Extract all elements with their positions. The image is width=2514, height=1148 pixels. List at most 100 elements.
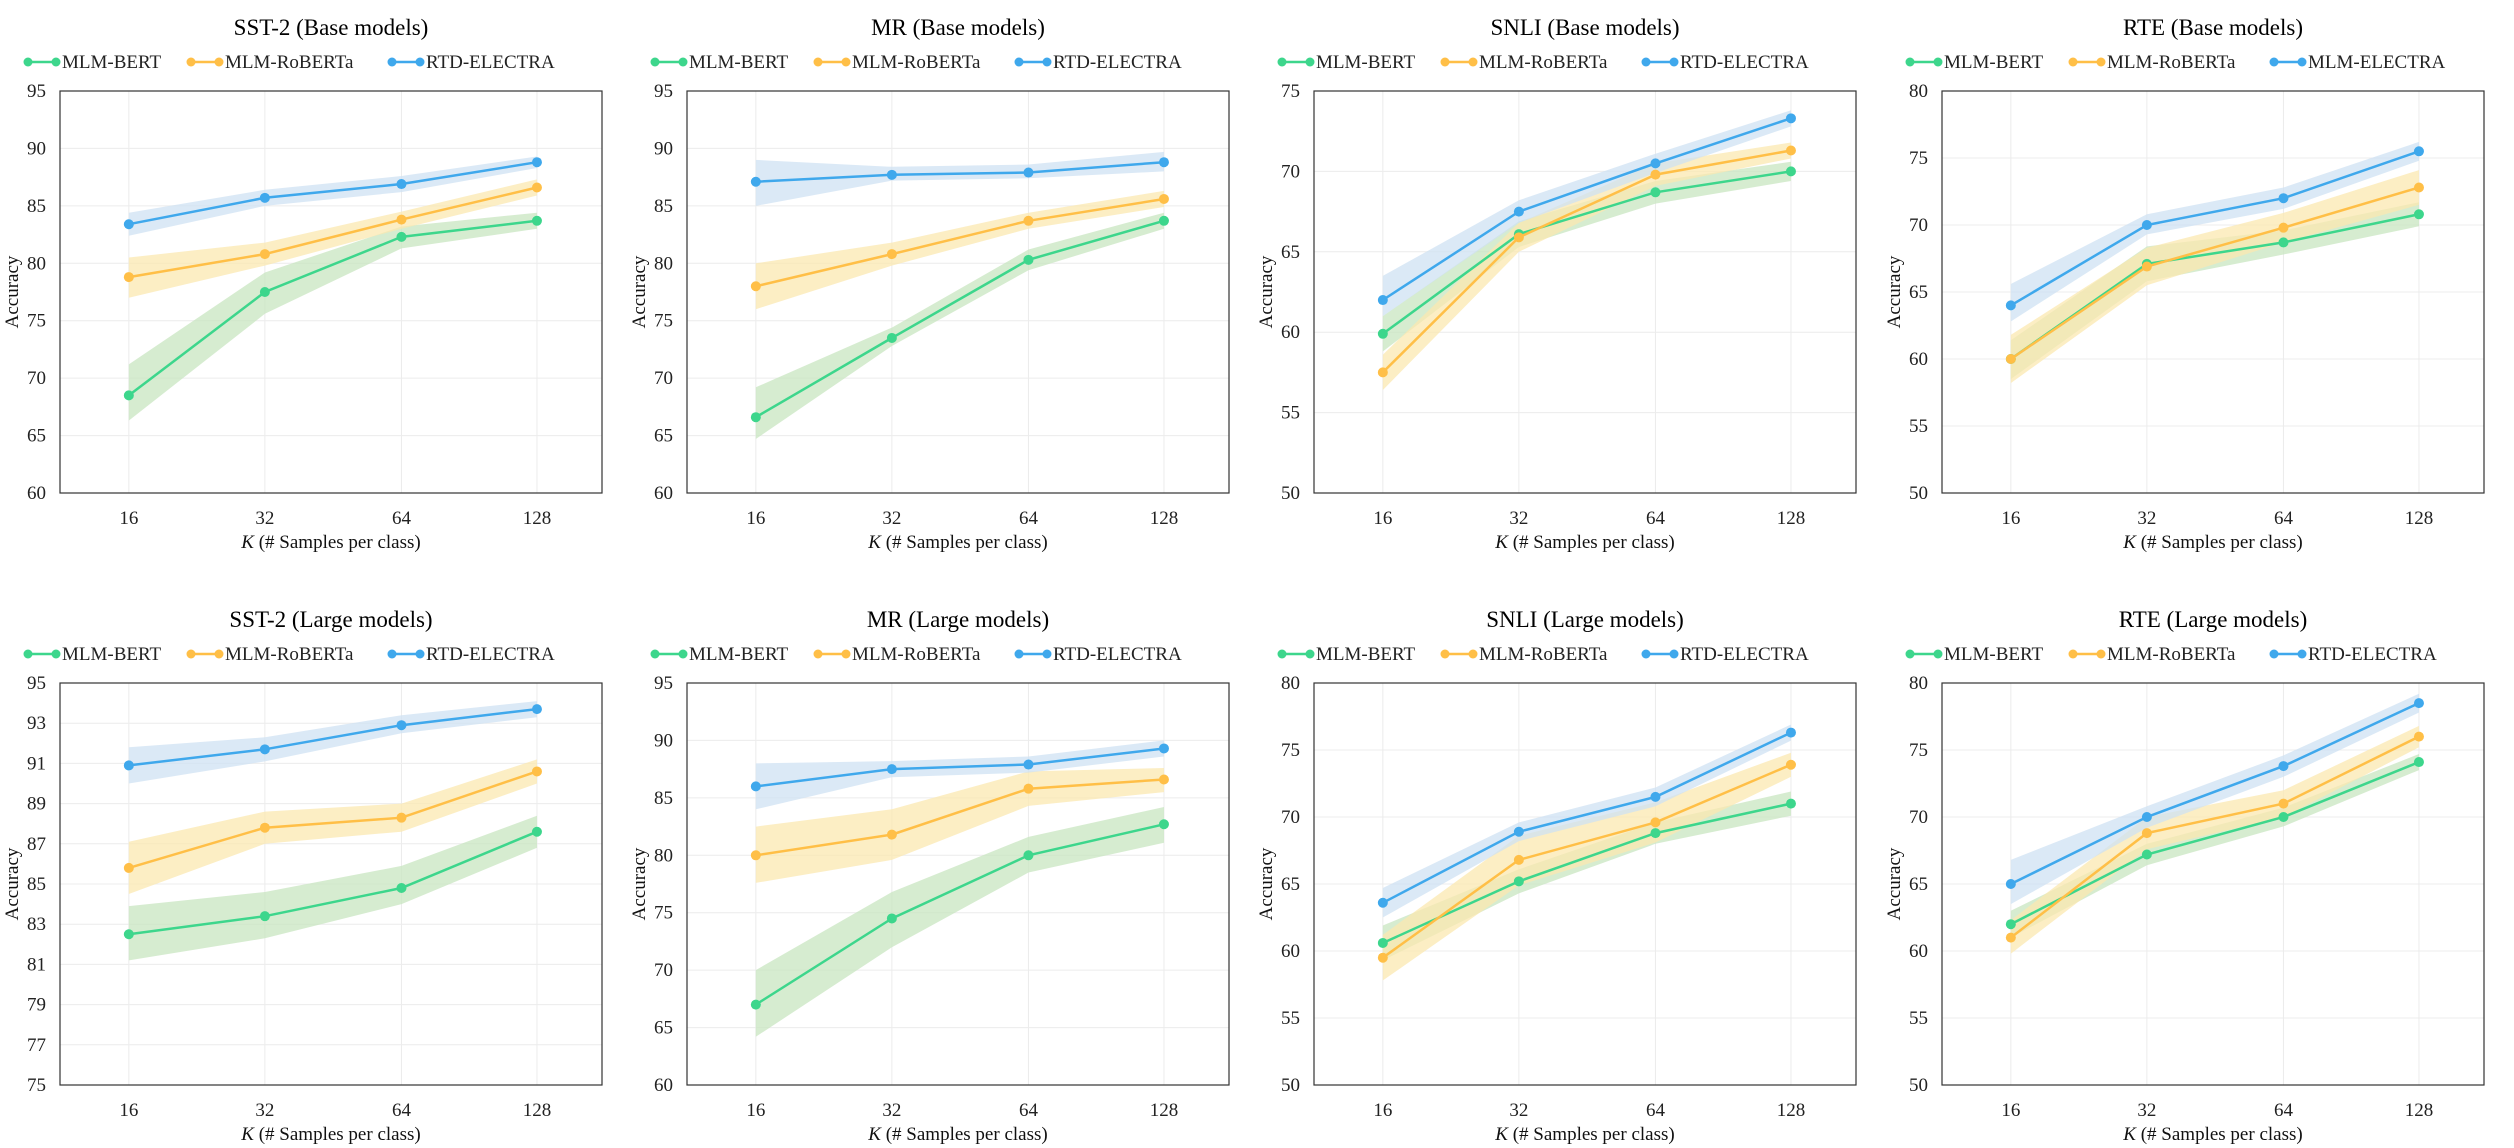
legend-marker [1641,57,1651,67]
x-tick-label: 16 [2001,1100,2020,1121]
data-point [2005,932,2016,943]
y-tick-label: 70 [1909,807,1928,828]
y-tick-label: 70 [654,368,673,389]
data-point [1377,937,1388,948]
x-axis-label: K (# Samples per class) [2122,532,2302,553]
band-mlm-bert [755,212,1164,439]
x-axis-label-var: K [1494,532,1509,553]
x-tick-label: 128 [1777,508,1806,529]
data-point [1158,774,1169,785]
y-tick-label: 75 [1909,148,1928,169]
plot-frame [686,682,1230,1086]
x-tick-label: 32 [882,1100,901,1121]
data-point [531,215,542,226]
x-tick-label: 128 [523,508,552,529]
x-tick-label: 128 [1150,1100,1179,1121]
data-point [123,390,134,401]
y-tick-label: 70 [1281,161,1300,182]
data-point [886,332,897,343]
y-tick-label: 65 [1281,242,1300,263]
chart-title: SNLI (Large models) [1486,607,1684,632]
data-point [750,850,761,861]
legend-marker [1277,649,1287,659]
y-tick-label: 75 [1281,81,1300,102]
legend-label: MLM-RoBERTa [2107,52,2236,73]
band-mlm-bert [2010,202,2419,380]
legend-marker [1905,649,1915,659]
series-line-rtd-electra [128,160,538,226]
series-line-rtd-electra [755,160,1165,183]
legend-label: MLM-RoBERTa [1479,52,1608,73]
plot-frame [59,90,603,494]
y-tick-label: 65 [654,1018,673,1039]
y-tick-label: 60 [654,483,673,504]
y-tick-label: 60 [1909,349,1928,370]
data-point [750,999,761,1010]
y-tick-label: 79 [27,995,46,1016]
data-point [886,169,897,180]
x-tick-label: 16 [119,1100,138,1121]
legend-label: RTD-ELECTRA [426,644,555,665]
series-line-mlm-roberta [1381,149,1792,374]
y-tick-label: 95 [27,81,46,102]
legend-marker [1042,649,1052,659]
series-line-rtd-electra [128,707,538,767]
x-axis-label: K (# Samples per class) [867,532,1047,553]
data-point [2278,237,2289,248]
y-tick-label: 70 [27,368,46,389]
series-line-mlm-roberta [1382,763,1792,959]
data-point [531,826,542,837]
x-tick-label: 64 [1646,1100,1666,1121]
y-tick-label: 50 [1281,1075,1300,1096]
data-point [2413,182,2424,193]
legend-label: MLM-RoBERTa [2107,644,2236,665]
x-tick-label: 16 [2001,508,2020,529]
y-tick-label: 70 [654,960,673,981]
data-point [1377,367,1388,378]
data-point [123,862,134,873]
chart-title: MR (Base models) [871,15,1045,40]
y-tick-label: 50 [1909,1075,1928,1096]
series-line-rtd-electra [2010,701,2420,886]
x-axis-label-rest: (# Samples per class) [254,532,421,553]
y-tick-label: 95 [27,673,46,694]
series-line-mlm-roberta [128,770,538,870]
y-tick-label: 85 [654,788,673,809]
x-axis-label: K (# Samples per class) [867,1124,1047,1145]
band-rtd-electra [2010,693,2419,905]
x-tick-label: 128 [2405,1100,2434,1121]
legend-label: RTD-ELECTRA [2308,644,2437,665]
band-mlm-roberta [128,759,538,894]
y-tick-label: 70 [1909,215,1928,236]
legend-marker [1468,649,1478,659]
legend-marker [1042,57,1052,67]
data-point [1158,215,1169,226]
data-point [1650,169,1661,180]
y-tick-label: 50 [1281,483,1300,504]
legend-marker [813,57,823,67]
data-point [1785,145,1796,156]
data-point [750,176,761,187]
data-point [1650,158,1661,169]
data-point [2141,828,2152,839]
y-tick-label: 85 [27,196,46,217]
band-mlm-roberta [2010,170,2419,384]
x-axis-label-var: K [240,1124,255,1145]
chart-panel-7: SNLI (Large models) MLM-BERT MLM-RoBERTa RT… [1256,607,1857,1145]
y-tick-label: 75 [654,311,673,332]
legend-label: MLM-BERT [1944,644,2044,665]
legend-label: RTD-ELECTRA [1680,52,1809,73]
y-tick-label: 80 [654,253,673,274]
data-point [750,781,761,792]
y-tick-label: 77 [27,1035,46,1056]
legend-marker [1440,57,1450,67]
data-point [259,287,270,297]
plot-frame [1941,90,2485,494]
data-point [123,929,134,940]
x-axis-label-var: K [2122,1124,2137,1145]
legend-label: MLM-RoBERTa [852,52,981,73]
legend-marker [1905,57,1915,67]
data-point [2278,798,2289,809]
data-point [259,911,270,922]
data-point [396,179,407,190]
